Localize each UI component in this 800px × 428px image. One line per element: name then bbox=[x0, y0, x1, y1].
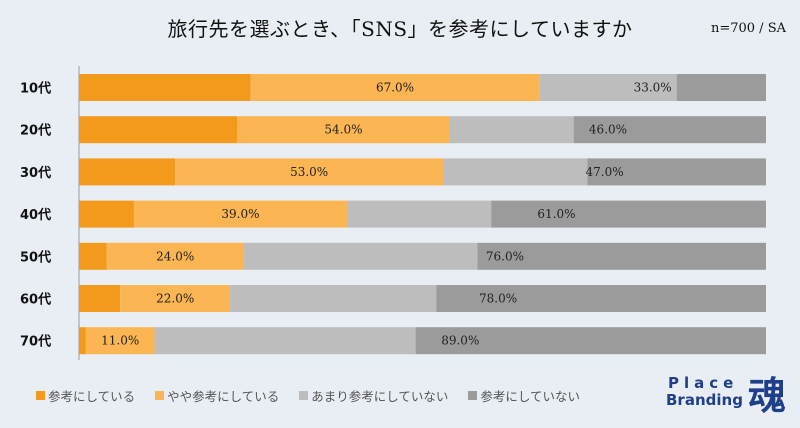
negative-total-label: 76.0% bbox=[486, 249, 524, 263]
bar-segment bbox=[230, 285, 437, 312]
negative-total-label: 89.0% bbox=[441, 334, 479, 348]
logo-kanji: 魂 bbox=[748, 373, 787, 418]
category-label: 60代 bbox=[20, 292, 51, 308]
bar-segment bbox=[477, 242, 766, 270]
bar-segment bbox=[120, 285, 231, 312]
bar-segment bbox=[85, 327, 155, 355]
bar-segment bbox=[79, 327, 86, 355]
bar-segment bbox=[106, 242, 244, 270]
logo-line2: Branding bbox=[666, 391, 743, 409]
bar-segment bbox=[79, 74, 251, 101]
negative-total-label: 46.0% bbox=[589, 123, 627, 137]
bars-layer bbox=[79, 74, 766, 355]
positive-total-label: 22.0% bbox=[156, 292, 194, 306]
negative-total-label: 78.0% bbox=[479, 292, 517, 306]
bar-segment bbox=[79, 116, 238, 144]
bar-segment bbox=[443, 158, 588, 186]
bar-segment bbox=[237, 116, 450, 144]
positive-total-label: 54.0% bbox=[324, 123, 362, 137]
positive-total-label: 53.0% bbox=[290, 165, 328, 179]
bar-segment bbox=[79, 285, 121, 312]
bar-segment bbox=[449, 116, 574, 144]
logo-line1: Place bbox=[668, 374, 739, 392]
legend-label: 参考にしている bbox=[48, 389, 136, 404]
bar-segment bbox=[175, 158, 444, 186]
bar-segment bbox=[587, 158, 766, 186]
labels-layer: 10代 67.0% 33.0% 20代 54.0% 46.0% 30代 53.0% 47.0% 4… bbox=[20, 81, 672, 350]
positive-total-label: 67.0% bbox=[376, 81, 414, 95]
legend-label: あまり参考にしていない bbox=[311, 389, 449, 404]
positive-total-label: 39.0% bbox=[221, 207, 259, 221]
legend-label: やや参考にしている bbox=[167, 389, 280, 404]
positive-total-label: 11.0% bbox=[101, 334, 139, 348]
bar-segment bbox=[573, 116, 766, 144]
legend-swatch bbox=[36, 391, 45, 400]
bar-segment bbox=[415, 327, 766, 355]
bar-segment bbox=[79, 242, 107, 270]
bar-segment bbox=[436, 285, 766, 312]
legend-swatch bbox=[155, 391, 165, 400]
place-branding-logo: Place Branding 魂 bbox=[666, 373, 794, 421]
bar-segment bbox=[491, 200, 766, 228]
chart-title: 旅行先を選ぶとき、「SNS」を参考にしていますか bbox=[167, 17, 633, 41]
bar-segment bbox=[250, 74, 540, 101]
legend-swatch bbox=[468, 391, 478, 400]
bar-segment bbox=[676, 74, 766, 101]
legend: 参考にしている やや参考にしている あまり参考にしていない 参考にしていない bbox=[36, 386, 600, 405]
bar-segment bbox=[79, 158, 176, 186]
negative-total-label: 47.0% bbox=[585, 165, 623, 179]
logo-wordmark: Place Branding bbox=[666, 375, 743, 409]
negative-total-label: 61.0% bbox=[537, 207, 575, 221]
category-label: 40代 bbox=[20, 207, 51, 223]
bar-segment bbox=[539, 74, 677, 101]
legend-item: あまり参考にしていない bbox=[299, 386, 448, 405]
positive-total-label: 24.0% bbox=[156, 249, 194, 263]
category-label: 10代 bbox=[20, 81, 51, 97]
legend-item: やや参考にしている bbox=[155, 386, 279, 405]
bar-segment bbox=[154, 327, 416, 355]
bar-segment bbox=[133, 200, 347, 228]
category-label: 30代 bbox=[20, 165, 51, 181]
legend-label: 参考にしていない bbox=[480, 389, 581, 404]
bar-segment bbox=[346, 200, 492, 228]
sample-size-note: n=700 / SA bbox=[710, 21, 786, 36]
legend-swatch bbox=[299, 391, 309, 400]
bar-segment bbox=[243, 242, 478, 270]
category-label: 20代 bbox=[20, 123, 51, 139]
legend-item: 参考にしている bbox=[36, 386, 135, 405]
legend-item: 参考にしていない bbox=[468, 386, 580, 405]
negative-total-label: 33.0% bbox=[634, 81, 672, 95]
bar-segment bbox=[79, 200, 134, 228]
category-label: 70代 bbox=[20, 334, 51, 350]
category-label: 50代 bbox=[20, 249, 51, 265]
